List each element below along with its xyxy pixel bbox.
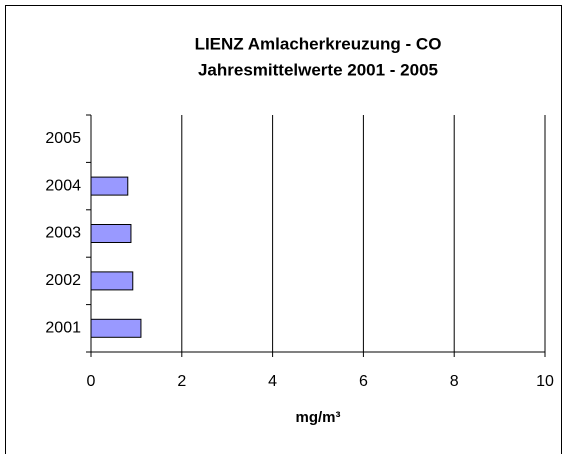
y-tick-label: 2001 [45,320,81,337]
bar [90,224,132,243]
x-axis-label: mg/m³ [296,409,341,426]
y-tick-label: 2005 [45,130,81,147]
x-tick-label: 8 [450,373,459,390]
y-tick-label: 2003 [45,225,81,242]
x-tick-label: 4 [268,373,277,390]
x-tick-label: 6 [359,373,368,390]
y-tick-label: 2002 [45,272,81,289]
bar [90,271,134,291]
bar [90,318,142,338]
bar [90,176,129,196]
x-tick-label: 2 [177,373,186,390]
x-tick-label: 10 [536,373,554,390]
chart-subtitle: Jahresmittelwerte 2001 - 2005 [198,60,438,79]
chart-title: LIENZ Amlacherkreuzung - CO [195,34,442,53]
y-tick-label: 2004 [45,177,81,194]
x-tick-label: 0 [87,373,96,390]
